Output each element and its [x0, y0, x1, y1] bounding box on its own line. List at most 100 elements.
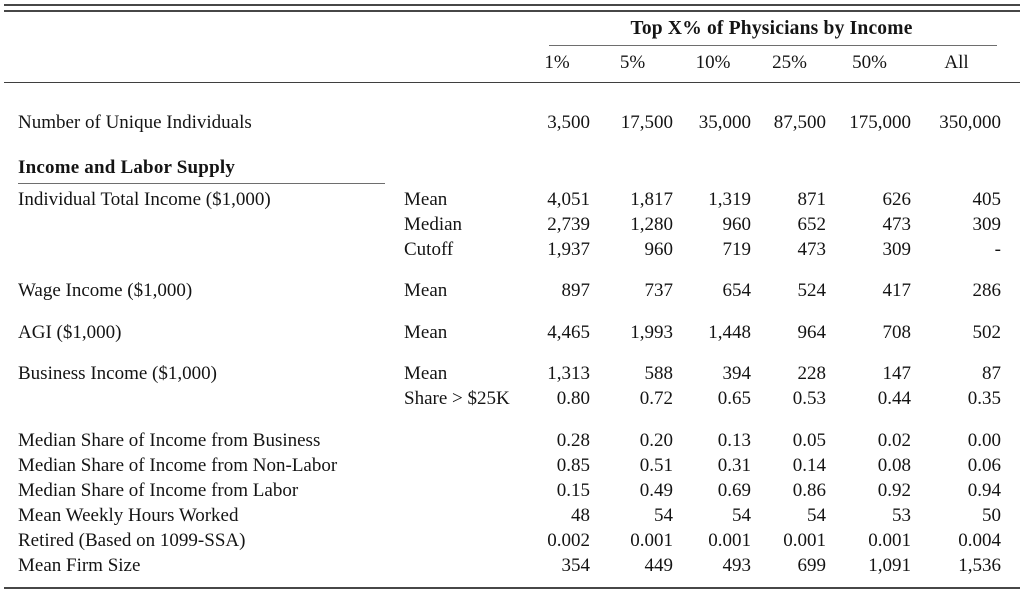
- table-row: Mean Firm Size 354 449 493 699 1,091 1,536: [4, 553, 1020, 578]
- cell-value: 417: [882, 280, 912, 302]
- cell-value: 350,000: [939, 111, 1001, 133]
- row-stat: [403, 553, 523, 578]
- cell-value: 1,536: [958, 554, 1001, 576]
- cell-value: 652: [797, 213, 827, 235]
- table-row: Wage Income ($1,000) Mean 897 737 654 524 417 2…: [4, 262, 1020, 304]
- cell-value: 1,313: [547, 363, 590, 385]
- cell-value: 54: [807, 504, 826, 526]
- cell-value: 3,500: [547, 111, 590, 133]
- column-header-row: 1% 5% 10% 25% 50% All: [4, 46, 1020, 83]
- cell-value: 50: [982, 504, 1001, 526]
- cell-value: 1,280: [630, 213, 673, 235]
- cell-value: 87: [982, 363, 1001, 385]
- cell-value: 493: [722, 554, 752, 576]
- row-label: AGI ($1,000): [18, 321, 122, 343]
- rule-line: [4, 4, 1020, 6]
- cell-value: 1,817: [630, 188, 673, 210]
- cell-value: 0.13: [717, 429, 751, 451]
- cell-value: 228: [797, 363, 827, 385]
- cell-value: 0.06: [967, 454, 1001, 476]
- table-row: Median Share of Income from Business 0.28…: [4, 412, 1020, 454]
- table-row: Mean Weekly Hours Worked 48 54 54 54 53 50: [4, 503, 1020, 528]
- bottom-rule: [4, 587, 1020, 589]
- row-label: Individual Total Income ($1,000): [18, 188, 271, 210]
- cell-value: 0.15: [556, 479, 590, 501]
- paper-table-page: Top X% of Physicians by Income 1% 5% 10%…: [4, 0, 1020, 589]
- cell-value: 654: [722, 280, 752, 302]
- cell-value: 286: [972, 280, 1002, 302]
- cell-value: 0.72: [639, 388, 673, 410]
- spanner-row: Top X% of Physicians by Income: [4, 12, 1020, 47]
- spanner-spacer: [4, 12, 523, 47]
- row-stat: Mean: [404, 363, 448, 385]
- row-stat: Mean: [404, 188, 448, 210]
- cell-value: 394: [722, 363, 752, 385]
- cell-value: 175,000: [849, 111, 911, 133]
- table-row: Number of Unique Individuals 3,500 17,500 3…: [4, 82, 1020, 135]
- row-label: Median Share of Income from Labor: [18, 479, 299, 501]
- table-row: Median 2,739 1,280 960 652 473 309: [4, 212, 1020, 237]
- cell-value: 1,091: [868, 554, 911, 576]
- cell-value: 4,465: [547, 321, 590, 343]
- column-header-1pct: 1%: [523, 46, 591, 83]
- cell-value: 897: [561, 280, 591, 302]
- cell-value: 502: [972, 321, 1002, 343]
- cell-value: 0.001: [708, 529, 751, 551]
- cell-value: 699: [797, 554, 827, 576]
- row-stat: [403, 453, 523, 478]
- cell-value: 2,739: [547, 213, 590, 235]
- row-stat: Mean: [404, 321, 448, 343]
- cell-value: 0.94: [967, 479, 1001, 501]
- column-group-rule: [549, 44, 997, 46]
- column-header-all: All: [912, 46, 1020, 83]
- cell-value: 449: [644, 554, 674, 576]
- row-label: [4, 387, 403, 412]
- row-label: Business Income ($1,000): [18, 363, 217, 385]
- row-stat: [403, 478, 523, 503]
- row-label: Retired (Based on 1099-SSA): [18, 529, 246, 551]
- table-row: Median Share of Income from Labor 0.15 0.4…: [4, 478, 1020, 503]
- row-label: Median Share of Income from Non-Labor: [18, 454, 338, 476]
- cell-value: 0.80: [556, 388, 590, 410]
- column-header-50pct: 50%: [827, 46, 912, 83]
- cell-value: 0.02: [877, 429, 911, 451]
- cell-value: 0.92: [877, 479, 911, 501]
- cell-value: 354: [561, 554, 591, 576]
- cell-value: 17,500: [620, 111, 673, 133]
- section-row: Income and Labor Supply: [4, 135, 1020, 187]
- cell-value: 4,051: [547, 188, 590, 210]
- cell-value: 0.20: [639, 429, 673, 451]
- cell-value: 0.001: [783, 529, 826, 551]
- cell-value: 473: [797, 238, 827, 260]
- cell-value: 48: [571, 504, 590, 526]
- cell-value: 53: [892, 504, 911, 526]
- row-stat: Cutoff: [404, 238, 454, 260]
- spanner-cell: Top X% of Physicians by Income: [523, 12, 1020, 47]
- row-stat: Mean: [404, 280, 448, 302]
- section-heading: Income and Labor Supply: [18, 158, 385, 185]
- cell-value: 964: [797, 321, 827, 343]
- cell-value: 708: [882, 321, 912, 343]
- top-double-rule: [4, 4, 1020, 12]
- cell-value: -: [994, 238, 1001, 260]
- cell-value: 0.65: [717, 388, 751, 410]
- table-row: Median Share of Income from Non-Labor 0.8…: [4, 453, 1020, 478]
- column-header-5pct: 5%: [591, 46, 674, 83]
- row-label: Mean Weekly Hours Worked: [18, 504, 239, 526]
- table-row: Individual Total Income ($1,000) Mean 4,05…: [4, 187, 1020, 212]
- row-stat: [403, 528, 523, 553]
- cell-value: 473: [882, 213, 912, 235]
- row-stat: Share > $25K: [404, 388, 510, 410]
- cell-value: 0.69: [717, 479, 751, 501]
- table-row: Business Income ($1,000) Mean 1,313 588 394 2…: [4, 345, 1020, 387]
- cell-value: 0.85: [556, 454, 590, 476]
- cell-value: 0.00: [967, 429, 1001, 451]
- cell-value: 0.08: [877, 454, 911, 476]
- cell-value: 960: [722, 213, 752, 235]
- table-row: Retired (Based on 1099-SSA) 0.002 0.001 0.0…: [4, 528, 1020, 553]
- cell-value: 0.002: [547, 529, 590, 551]
- cell-value: 309: [972, 213, 1002, 235]
- row-stat: Median: [404, 213, 463, 235]
- row-label: Median Share of Income from Business: [18, 429, 321, 451]
- cell-value: 87,500: [773, 111, 826, 133]
